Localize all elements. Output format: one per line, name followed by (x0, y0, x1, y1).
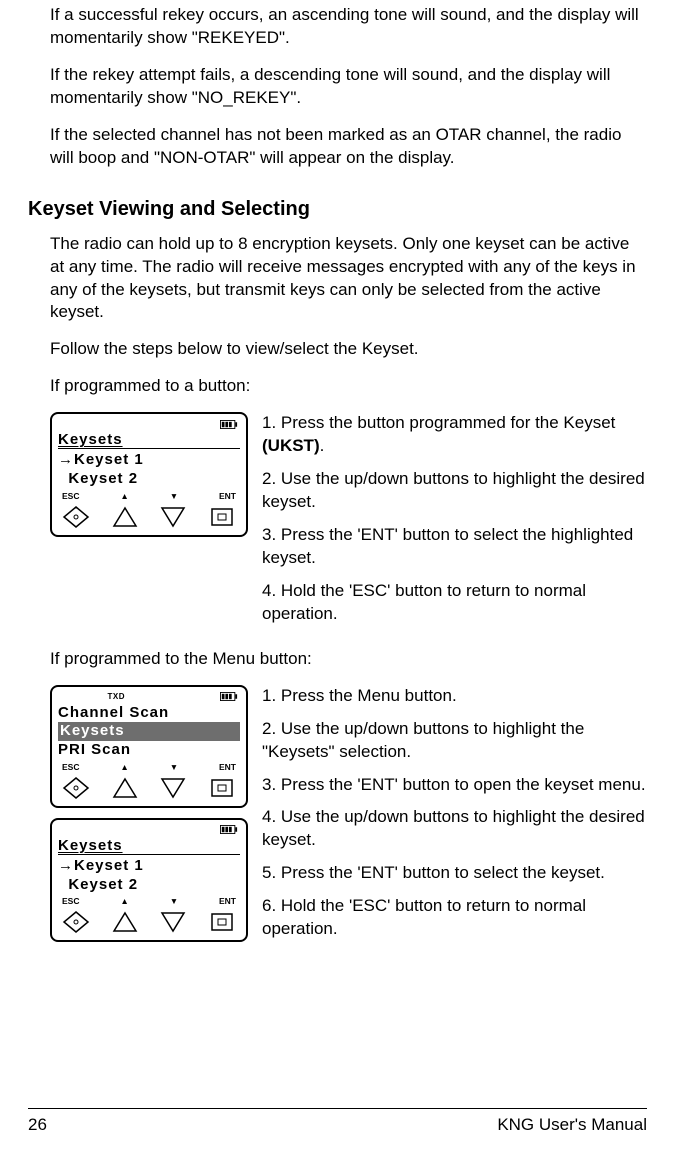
softkey-down: ▼ (170, 491, 178, 501)
menu-step-1: 1. Press the Menu button. (262, 685, 647, 708)
txd-indicator: TXD (108, 692, 126, 701)
softkey-up: ▲ (120, 896, 128, 906)
down-button-icon (159, 910, 187, 934)
up-button-icon (111, 910, 139, 934)
softkey-ent: ENT (219, 491, 236, 501)
diamond-button-icon (62, 910, 90, 934)
radio-button-row (58, 776, 240, 800)
up-button-icon (111, 776, 139, 800)
softkey-down: ▼ (170, 762, 178, 772)
diagram-column-1: Keysets →Keyset 1 Keyset 2 ESC ▲ ▼ ENT (50, 412, 250, 636)
menu-line-1: Channel Scan (58, 704, 240, 723)
down-button-icon (159, 776, 187, 800)
radio-title: Keysets (58, 837, 240, 855)
page-footer: 26 KNG User's Manual (28, 1108, 647, 1135)
button-step-2: 2. Use the up/down buttons to highlight … (262, 468, 647, 514)
rect-button-icon (208, 910, 236, 934)
radio-softkey-row: ESC ▲ ▼ ENT (58, 762, 240, 772)
body-para-3: If programmed to a button: (50, 375, 647, 398)
radio-button-row (58, 505, 240, 529)
radio-line-2: Keyset 2 (58, 470, 240, 489)
radio-line-1: →Keyset 1 (58, 857, 240, 876)
diamond-button-icon (62, 505, 90, 529)
softkey-esc: ESC (62, 896, 79, 906)
radio-display-keysets: Keysets →Keyset 1 Keyset 2 ESC ▲ ▼ ENT (50, 412, 248, 537)
menu-step-3: 3. Press the 'ENT' button to open the ke… (262, 774, 647, 797)
body-para-4: If programmed to the Menu button: (50, 648, 647, 671)
down-button-icon (159, 505, 187, 529)
page-content: If a successful rekey occurs, an ascendi… (28, 0, 647, 951)
battery-icon (220, 825, 238, 834)
page-number: 26 (28, 1115, 47, 1135)
rect-button-icon (208, 505, 236, 529)
menu-line-3: PRI Scan (58, 741, 240, 760)
menu-line-2-highlighted: Keysets (58, 722, 240, 741)
button-step-3: 3. Press the 'ENT' button to select the … (262, 524, 647, 570)
radio-title: Keysets (58, 431, 240, 449)
radio-softkey-row: ESC ▲ ▼ ENT (58, 491, 240, 501)
radio-line-2: Keyset 2 (58, 876, 240, 895)
intro-para-2: If the rekey attempt fails, a descending… (50, 64, 647, 110)
button-programmed-section: Keysets →Keyset 1 Keyset 2 ESC ▲ ▼ ENT (50, 412, 647, 636)
softkey-up: ▲ (120, 762, 128, 772)
battery-icon (220, 420, 238, 429)
manual-title: KNG User's Manual (497, 1115, 647, 1135)
steps-column-1: 1. Press the button programmed for the K… (262, 412, 647, 636)
radio-button-row (58, 910, 240, 934)
radio-line-1: →Keyset 1 (58, 451, 240, 470)
intro-para-1: If a successful rekey occurs, an ascendi… (50, 4, 647, 50)
menu-step-2: 2. Use the up/down buttons to highlight … (262, 718, 647, 764)
intro-para-3: If the selected channel has not been mar… (50, 124, 647, 170)
steps-column-2: 1. Press the Menu button. 2. Use the up/… (262, 685, 647, 951)
menu-step-6: 6. Hold the 'ESC' button to return to no… (262, 895, 647, 941)
softkey-ent: ENT (219, 762, 236, 772)
button-step-1: 1. Press the button programmed for the K… (262, 412, 647, 458)
diamond-button-icon (62, 776, 90, 800)
diagram-column-2: TXD Channel Scan Keysets PRI Scan ESC ▲ … (50, 685, 250, 951)
menu-programmed-section: TXD Channel Scan Keysets PRI Scan ESC ▲ … (50, 685, 647, 951)
battery-icon (220, 692, 238, 701)
softkey-esc: ESC (62, 491, 79, 501)
body-para-2: Follow the steps below to view/select th… (50, 338, 647, 361)
softkey-up: ▲ (120, 491, 128, 501)
softkey-ent: ENT (219, 896, 236, 906)
radio-softkey-row: ESC ▲ ▼ ENT (58, 896, 240, 906)
button-step-4: 4. Hold the 'ESC' button to return to no… (262, 580, 647, 626)
rect-button-icon (208, 776, 236, 800)
menu-step-4: 4. Use the up/down buttons to highlight … (262, 806, 647, 852)
radio-display-keysets-2: Keysets →Keyset 1 Keyset 2 ESC ▲ ▼ ENT (50, 818, 248, 943)
menu-step-5: 5. Press the 'ENT' button to select the … (262, 862, 647, 885)
body-para-1: The radio can hold up to 8 encryption ke… (50, 233, 647, 325)
section-heading: Keyset Viewing and Selecting (28, 198, 647, 221)
softkey-down: ▼ (170, 896, 178, 906)
radio-display-menu: TXD Channel Scan Keysets PRI Scan ESC ▲ … (50, 685, 248, 808)
softkey-esc: ESC (62, 762, 79, 772)
up-button-icon (111, 505, 139, 529)
